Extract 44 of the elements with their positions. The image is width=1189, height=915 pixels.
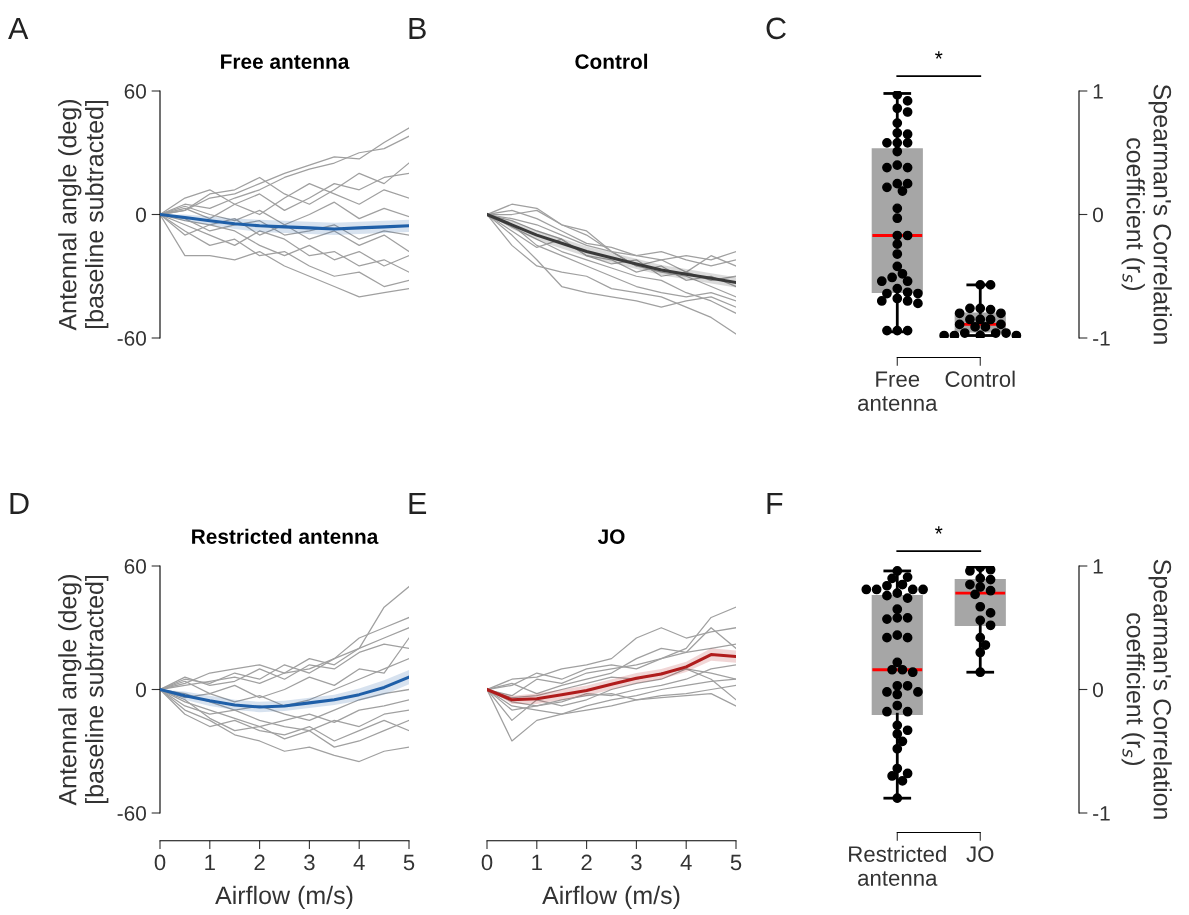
x-tick-label: JO: [966, 846, 994, 862]
text: F: [767, 492, 783, 514]
y-axis-title: Spearman's Correlation coefficient (r$_{s}$): [1121, 84, 1172, 344]
y-tick-label: -1: [1093, 806, 1110, 821]
x-tick-label: 2: [254, 854, 265, 871]
x-tick-label: Restricted antenna: [849, 845, 946, 886]
x-tick-label: 3: [631, 854, 642, 871]
text: *: [935, 526, 943, 534]
text: A: [8, 17, 29, 39]
x-tick-label: 4: [353, 854, 365, 871]
text: D: [10, 492, 29, 514]
y-tick-label: 0: [1093, 207, 1103, 223]
x-tick-label: 1: [532, 854, 542, 871]
x-tick-label: 1: [205, 854, 215, 871]
x-tick-label: 0: [481, 854, 493, 871]
y-axis-title: Spearman's Correlation coefficient (r$_{s}$): [1121, 559, 1172, 819]
y-tick-label: 0: [1093, 682, 1103, 698]
x-tick-label: 2: [581, 854, 592, 871]
y-axis-title: Antennal angle (deg) [baseline subtracted]: [58, 99, 109, 331]
x-tick-label: 3: [304, 854, 315, 871]
x-axis-title: Airflow (m/s): [542, 885, 680, 910]
y-tick-label: 1: [1093, 84, 1103, 99]
x-tick-label: 4: [680, 854, 692, 871]
y-tick-label: 0: [136, 207, 146, 223]
x-axis-title: Airflow (m/s): [215, 885, 353, 910]
y-tick-label: -60: [117, 331, 146, 346]
y-tick-label: -60: [117, 806, 146, 821]
y-tick-label: 0: [136, 682, 146, 698]
text: B: [409, 17, 426, 39]
text: *: [935, 51, 943, 59]
x-tick-label: 5: [730, 854, 742, 871]
chart-title: JO: [597, 529, 625, 544]
chart-title: Control: [575, 53, 648, 69]
y-tick-label: 60: [124, 559, 146, 574]
y-tick-label: 60: [124, 84, 146, 99]
text: E: [409, 492, 427, 514]
text: C: [766, 17, 786, 40]
y-axis-title: Antennal angle (deg) [baseline subtracted]: [58, 574, 109, 806]
y-tick-label: 1: [1093, 559, 1103, 574]
chart-title: Free antenna: [221, 54, 350, 69]
x-tick-label: 0: [154, 854, 166, 871]
x-tick-label: 5: [403, 854, 415, 871]
y-tick-label: -1: [1093, 331, 1110, 346]
chart-title: Restricted antenna: [192, 528, 379, 544]
